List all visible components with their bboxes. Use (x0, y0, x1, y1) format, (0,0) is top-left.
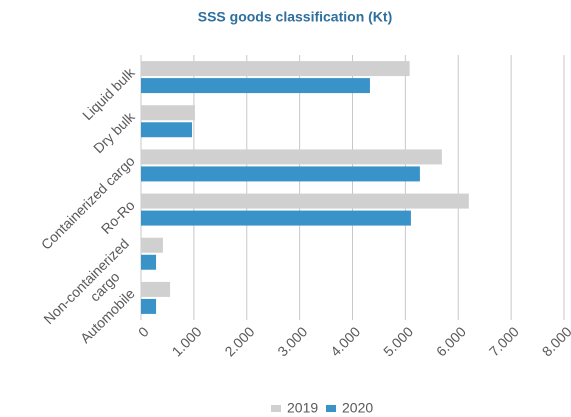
x-tick-label: 6.000 (433, 323, 469, 359)
bar (141, 298, 157, 314)
x-tick-label: 4.000 (327, 323, 363, 359)
bar (141, 149, 442, 165)
bar (141, 122, 193, 138)
x-tick-label: 0 (135, 323, 152, 340)
bar (141, 210, 411, 226)
x-tick-label: 8.000 (539, 323, 571, 359)
x-tick-label: 2.000 (221, 323, 257, 359)
bar (141, 281, 171, 297)
x-tick-label: 3.000 (274, 323, 310, 359)
x-tick-label: 5.000 (380, 323, 416, 359)
y-tick-label: Ro-Ro (98, 197, 138, 237)
bar (141, 61, 410, 77)
bar (141, 166, 420, 182)
bar (141, 105, 195, 121)
x-tick-label: 7.000 (486, 323, 522, 359)
legend-label: 2020 (342, 400, 373, 416)
legend-swatch (326, 405, 336, 412)
legend-label: 2019 (287, 400, 318, 416)
legend-swatch (271, 405, 281, 412)
bar (141, 78, 370, 94)
x-tick-label: 1.000 (169, 323, 205, 359)
bar (141, 254, 157, 270)
bar (141, 193, 469, 209)
chart-title: SSS goods classification (Kt) (198, 9, 392, 25)
bar (141, 237, 163, 253)
